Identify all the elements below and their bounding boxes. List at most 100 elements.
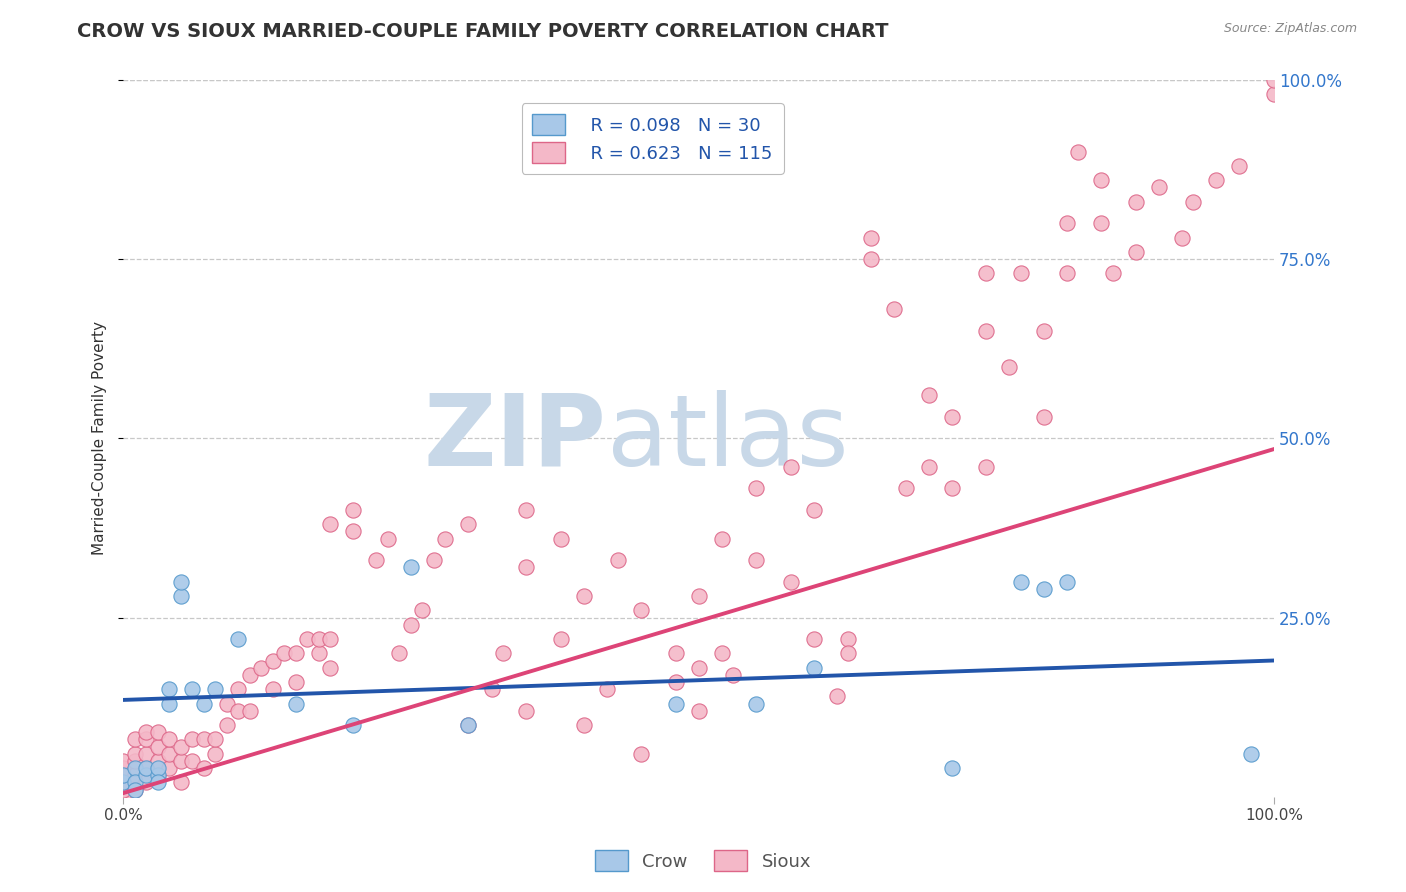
Point <box>204 682 226 697</box>
Point <box>146 775 169 789</box>
Point <box>112 768 135 782</box>
Point <box>135 747 157 761</box>
Point <box>181 754 204 768</box>
Point <box>803 661 825 675</box>
Point <box>146 761 169 775</box>
Point <box>124 782 146 797</box>
Point <box>745 697 768 711</box>
Point <box>215 718 238 732</box>
Point <box>918 460 941 475</box>
Point <box>457 718 479 732</box>
Point <box>630 603 652 617</box>
Point <box>515 560 537 574</box>
Point <box>204 747 226 761</box>
Point <box>1125 194 1147 209</box>
Point <box>974 267 997 281</box>
Point <box>688 589 710 603</box>
Point <box>1090 216 1112 230</box>
Point <box>193 732 215 747</box>
Point <box>481 682 503 697</box>
Point <box>572 589 595 603</box>
Point <box>366 553 388 567</box>
Point <box>135 768 157 782</box>
Point <box>377 532 399 546</box>
Point <box>284 646 307 660</box>
Point <box>607 553 630 567</box>
Point <box>146 768 169 782</box>
Point <box>181 732 204 747</box>
Point <box>262 682 284 697</box>
Point <box>710 646 733 660</box>
Point <box>308 646 330 660</box>
Point <box>941 761 963 775</box>
Point <box>974 460 997 475</box>
Point <box>665 675 688 690</box>
Point <box>170 589 193 603</box>
Point <box>204 732 226 747</box>
Point <box>665 646 688 660</box>
Point <box>1090 173 1112 187</box>
Point <box>388 646 411 660</box>
Point <box>239 668 262 682</box>
Point <box>803 503 825 517</box>
Point <box>319 661 342 675</box>
Point <box>1032 324 1054 338</box>
Point <box>284 675 307 690</box>
Point <box>515 704 537 718</box>
Point <box>146 768 169 782</box>
Point <box>550 632 572 646</box>
Point <box>135 732 157 747</box>
Point <box>239 704 262 718</box>
Point <box>1101 267 1123 281</box>
Point <box>342 524 364 539</box>
Point <box>250 661 273 675</box>
Point <box>883 302 905 317</box>
Point <box>457 718 479 732</box>
Point <box>146 725 169 739</box>
Point <box>112 761 135 775</box>
Point <box>124 782 146 797</box>
Point <box>170 739 193 754</box>
Point <box>837 646 859 660</box>
Point <box>423 553 446 567</box>
Point <box>710 532 733 546</box>
Legend:   R = 0.098   N = 30,   R = 0.623   N = 115: R = 0.098 N = 30, R = 0.623 N = 115 <box>522 103 783 174</box>
Point <box>228 704 250 718</box>
Point <box>721 668 744 682</box>
Point <box>1229 159 1251 173</box>
Point <box>803 632 825 646</box>
Point <box>1056 267 1078 281</box>
Point <box>157 697 180 711</box>
Point <box>550 532 572 546</box>
Point <box>1205 173 1227 187</box>
Point <box>135 761 157 775</box>
Point <box>112 775 135 789</box>
Point <box>157 761 180 775</box>
Point <box>595 682 617 697</box>
Point <box>1056 216 1078 230</box>
Point <box>170 574 193 589</box>
Point <box>941 482 963 496</box>
Point <box>974 324 997 338</box>
Point <box>342 503 364 517</box>
Point <box>342 718 364 732</box>
Text: atlas: atlas <box>606 390 848 487</box>
Point <box>135 775 157 789</box>
Point <box>124 754 146 768</box>
Point <box>411 603 433 617</box>
Text: Source: ZipAtlas.com: Source: ZipAtlas.com <box>1223 22 1357 36</box>
Point <box>124 775 146 789</box>
Point <box>1263 73 1285 87</box>
Point <box>1147 180 1170 194</box>
Point <box>1010 574 1032 589</box>
Point <box>399 560 422 574</box>
Point <box>157 732 180 747</box>
Point <box>998 359 1021 374</box>
Point <box>688 661 710 675</box>
Point <box>860 252 883 267</box>
Point <box>515 503 537 517</box>
Point <box>1263 87 1285 102</box>
Point <box>779 460 801 475</box>
Point <box>297 632 319 646</box>
Text: ZIP: ZIP <box>423 390 606 487</box>
